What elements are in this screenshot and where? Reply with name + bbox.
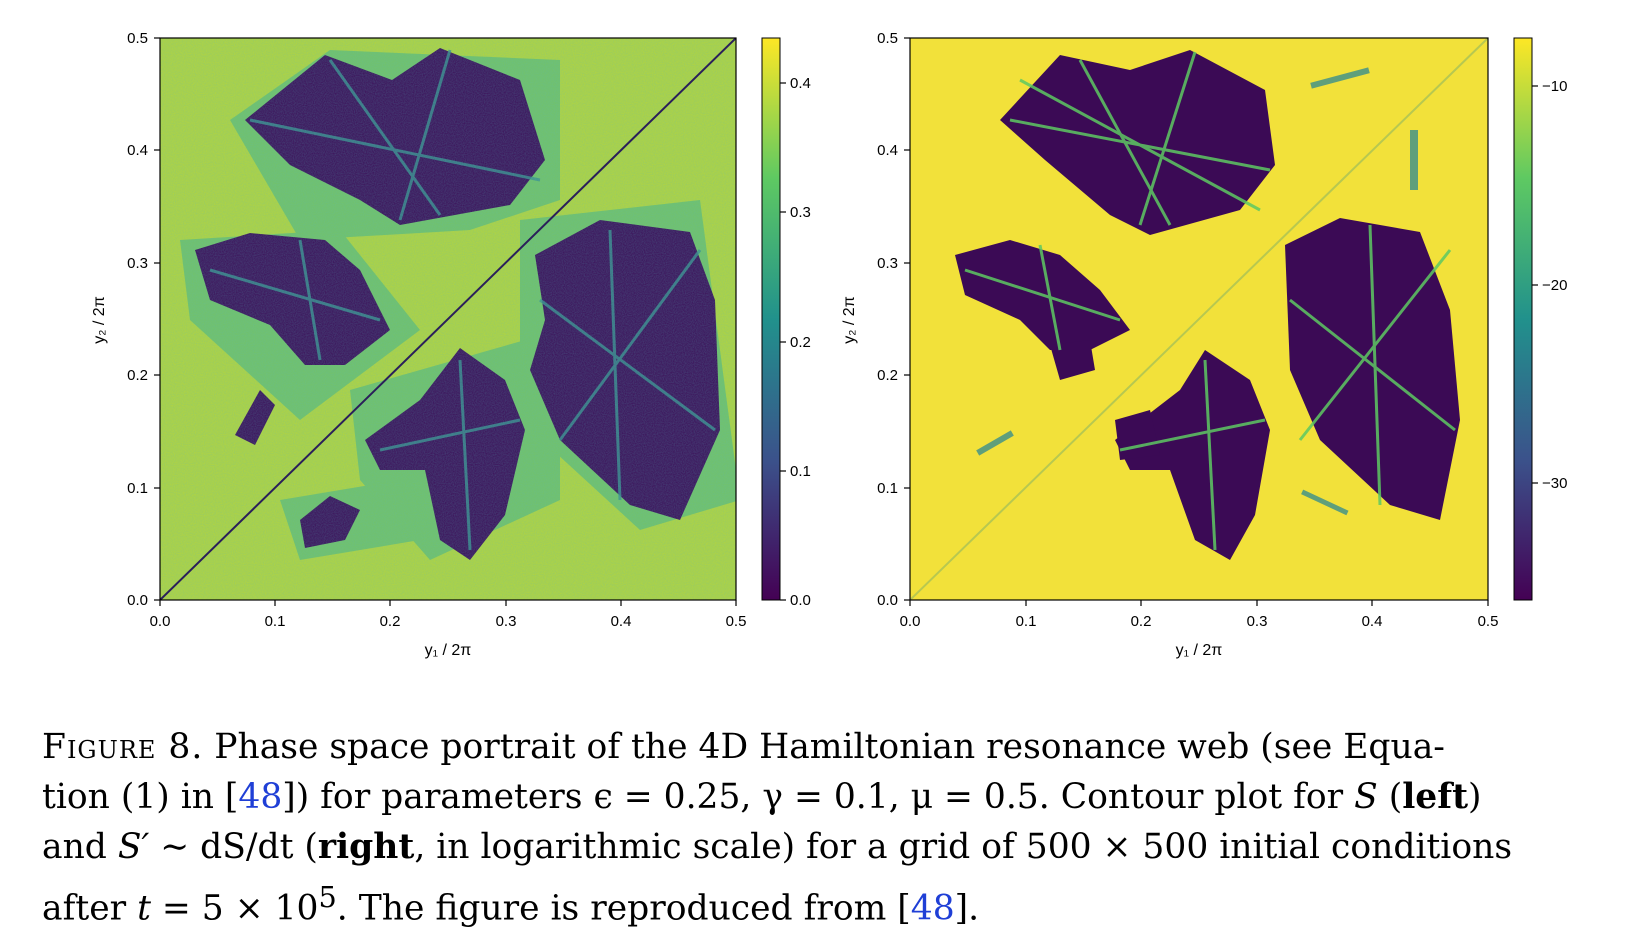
left-colorbar-tick: 0.1 bbox=[790, 463, 811, 480]
caption-text: ]) for parameters ϵ = 0.25, γ = 0.1, μ =… bbox=[282, 777, 1355, 817]
left-colorbar: 0.0 0.1 0.2 0.3 0.4 bbox=[761, 37, 811, 609]
caption-line-4: after t = 5 × 105. The figure is reprodu… bbox=[42, 872, 1622, 934]
right-y-axis: 0.0 0.1 0.2 0.3 0.4 0.5 y₂ / 2π bbox=[841, 30, 910, 609]
right-y-tick: 0.5 bbox=[877, 30, 898, 47]
right-colorbar-tick: −10 bbox=[1542, 78, 1567, 95]
right-x-tick: 0.5 bbox=[1478, 613, 1499, 630]
left-y-tick: 0.5 bbox=[127, 30, 148, 47]
right-y-tick: 0.1 bbox=[877, 480, 898, 497]
right-x-tick: 0.3 bbox=[1247, 613, 1268, 630]
caption-text: and bbox=[42, 827, 118, 867]
right-x-tick: 0.2 bbox=[1131, 613, 1152, 630]
caption-superscript: 5 bbox=[318, 880, 337, 914]
left-x-tick: 0.4 bbox=[611, 613, 632, 630]
right-colorbar-tick: −20 bbox=[1542, 277, 1567, 294]
right-x-tick: 0.1 bbox=[1016, 613, 1037, 630]
right-colorbar: −10 −20 −30 bbox=[1513, 37, 1567, 601]
caption-math: t bbox=[137, 888, 151, 929]
caption-text: tion (1) in [ bbox=[42, 777, 239, 817]
right-y-label: y₂ / 2π bbox=[841, 296, 858, 343]
caption-math: S′ bbox=[117, 827, 150, 867]
left-x-tick: 0.1 bbox=[265, 613, 286, 630]
left-y-tick: 0.2 bbox=[127, 367, 148, 384]
left-y-tick: 0.3 bbox=[127, 255, 148, 272]
left-colorbar-tick: 0.3 bbox=[790, 204, 811, 221]
left-colorbar-tick: 0.2 bbox=[790, 334, 811, 351]
figure-label: Figure 8. bbox=[42, 727, 204, 767]
left-x-tick: 0.0 bbox=[150, 613, 171, 630]
left-y-axis: 0.0 0.1 0.2 0.3 0.4 0.5 y₂ / 2π bbox=[91, 30, 160, 609]
caption-bold: left bbox=[1402, 777, 1469, 817]
caption-text: , in logarithmic scale) for a grid of 50… bbox=[414, 827, 1513, 867]
caption-text: ∼ dS/dt ( bbox=[149, 827, 318, 867]
right-colorbar-tick: −30 bbox=[1542, 475, 1567, 492]
left-heatmap bbox=[159, 37, 737, 601]
right-y-tick: 0.3 bbox=[877, 255, 898, 272]
citation-link[interactable]: 48 bbox=[910, 888, 955, 929]
right-y-tick: 0.0 bbox=[877, 592, 898, 609]
right-heatmap bbox=[909, 37, 1489, 601]
left-y-tick: 0.0 bbox=[127, 592, 148, 609]
caption-line-1: Figure 8. Phase space portrait of the 4D… bbox=[42, 722, 1622, 772]
caption-math: S bbox=[1354, 777, 1378, 817]
right-x-label: y₁ / 2π bbox=[1176, 642, 1223, 659]
left-x-label: y₁ / 2π bbox=[425, 642, 472, 659]
citation-link[interactable]: 48 bbox=[238, 777, 283, 817]
left-x-tick: 0.2 bbox=[380, 613, 401, 630]
caption-text: ]. bbox=[954, 888, 980, 929]
left-y-tick: 0.4 bbox=[127, 142, 148, 159]
caption-text: ) bbox=[1468, 777, 1482, 817]
figure-panels: 0.0 0.1 0.2 0.3 0.4 0.5 y₁ / 2π 0.0 0.1 … bbox=[91, 30, 1567, 659]
left-y-label: y₂ / 2π bbox=[91, 296, 108, 343]
right-y-tick: 0.4 bbox=[877, 142, 898, 159]
caption-text: . The figure is reproduced from [ bbox=[336, 888, 911, 929]
left-x-tick: 0.3 bbox=[496, 613, 517, 630]
left-x-tick: 0.5 bbox=[726, 613, 747, 630]
caption-text: = 5 × 10 bbox=[150, 888, 319, 929]
left-colorbar-tick: 0.0 bbox=[790, 592, 811, 609]
figure-caption: Figure 8. Phase space portrait of the 4D… bbox=[42, 722, 1622, 934]
left-colorbar-tick: 0.4 bbox=[790, 75, 811, 92]
left-x-axis: 0.0 0.1 0.2 0.3 0.4 0.5 y₁ / 2π bbox=[150, 600, 747, 659]
caption-line-2: tion (1) in [48]) for parameters ϵ = 0.2… bbox=[42, 772, 1622, 822]
caption-text: ( bbox=[1377, 777, 1403, 817]
caption-bold: right bbox=[317, 827, 415, 867]
right-x-tick: 0.4 bbox=[1362, 613, 1383, 630]
left-y-tick: 0.1 bbox=[127, 480, 148, 497]
caption-line-3: and S′ ∼ dS/dt (right, in logarithmic sc… bbox=[42, 822, 1622, 872]
right-y-tick: 0.2 bbox=[877, 367, 898, 384]
caption-text: Phase space portrait of the 4D Hamiltoni… bbox=[214, 727, 1445, 767]
right-x-axis: 0.0 0.1 0.2 0.3 0.4 0.5 y₁ / 2π bbox=[900, 600, 1499, 659]
right-x-tick: 0.0 bbox=[900, 613, 921, 630]
caption-text: after bbox=[42, 888, 138, 929]
